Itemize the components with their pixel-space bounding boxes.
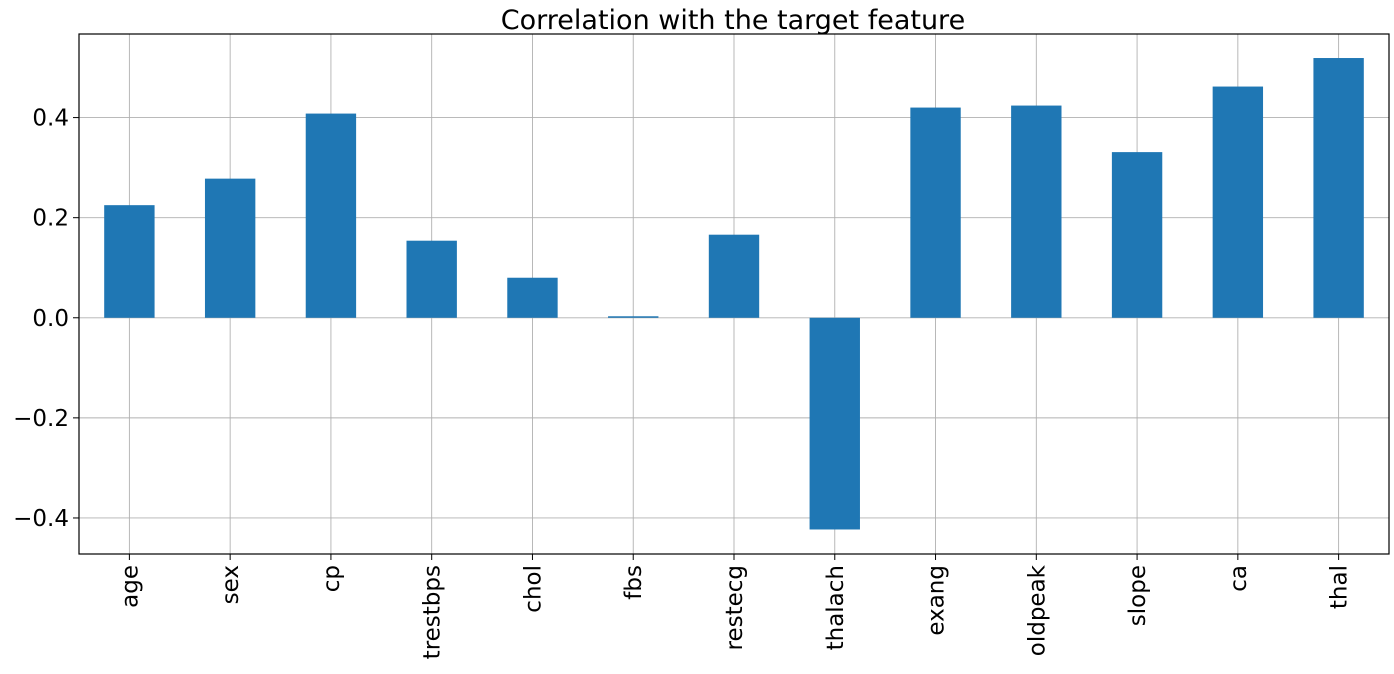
bar-sex — [204, 178, 256, 318]
x-tick-label: ca — [1226, 565, 1252, 592]
bar-ca — [1212, 86, 1264, 318]
bars — [104, 58, 1364, 530]
bar-cp — [305, 113, 357, 318]
y-tick-label: 0.0 — [32, 306, 69, 332]
chart-title: Correlation with the target feature — [501, 5, 965, 36]
y-tick-label: 0.4 — [32, 106, 69, 132]
x-tick-label: thal — [1327, 565, 1353, 609]
bar-restecg — [708, 234, 760, 318]
bar-exang — [910, 107, 961, 318]
y-tick-label: 0.2 — [32, 206, 69, 232]
bar-thalach — [809, 317, 860, 530]
x-tick-label: cp — [319, 565, 345, 592]
x-tick-label: thalach — [823, 565, 849, 650]
bar-slope — [1111, 152, 1163, 318]
bar-thal — [1313, 58, 1364, 318]
x-tick-label: slope — [1125, 565, 1151, 626]
y-tick-label: −0.2 — [13, 406, 69, 432]
bar-trestbps — [406, 240, 457, 318]
ticks: −0.4 −0.2 0.0 0.2 0.4 age sex cp trestbps chol fbs… — [13, 106, 1352, 660]
x-tick-label: oldpeak — [1024, 564, 1050, 656]
y-tick-label: −0.4 — [13, 506, 69, 532]
x-tick-label: exang — [924, 565, 950, 636]
bar-chol — [507, 277, 558, 318]
bar-age — [104, 205, 155, 318]
x-tick-label: trestbps — [420, 565, 446, 659]
x-tick-label: chol — [520, 565, 546, 613]
bar-oldpeak — [1011, 105, 1062, 318]
x-tick-label: fbs — [621, 565, 647, 600]
bar-fbs — [608, 316, 659, 318]
x-tick-label: age — [117, 565, 143, 608]
x-tick-label: sex — [218, 565, 244, 604]
x-tick-label: restecg — [722, 565, 748, 651]
